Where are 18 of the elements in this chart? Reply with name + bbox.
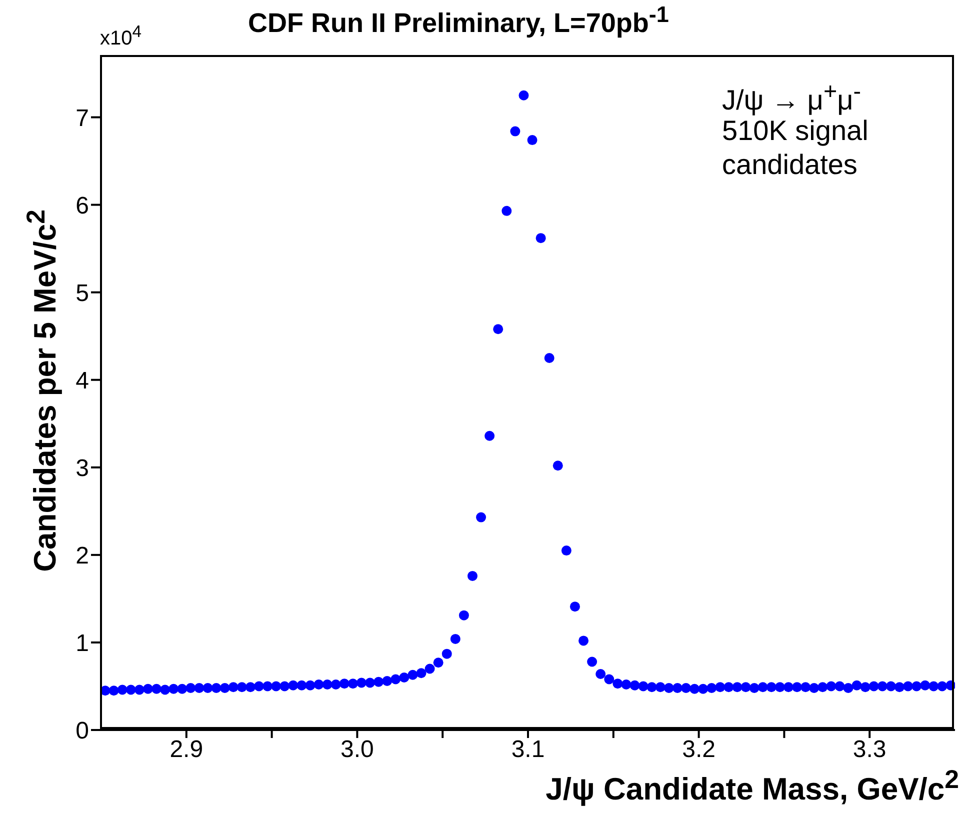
- y-tick-label: 6: [76, 192, 89, 220]
- x-tick-label: 3.0: [340, 736, 374, 764]
- y-tick-label: 7: [76, 104, 89, 132]
- y-tick-label: 2: [76, 542, 89, 570]
- annotation: 510K signal candidates: [722, 115, 870, 182]
- y-tick-label: 1: [76, 630, 89, 657]
- x-tick-label: 2.9: [170, 736, 204, 764]
- y-tick-label: 4: [76, 367, 89, 394]
- x-tick-label: 3.1: [511, 736, 545, 764]
- x-tick-label: 3.2: [682, 736, 716, 764]
- annotation: J/ψ → μ$^{+}$μ$^{-}$: [722, 78, 861, 116]
- x-axis-title: J/ψ Candidate Mass, GeV/c$^{2}$: [546, 766, 959, 808]
- y-tick-label: 5: [76, 280, 89, 307]
- x-tick-label: 3.3: [852, 736, 886, 764]
- y-tick-label: 3: [76, 454, 89, 482]
- chart-title: CDF Run II Preliminary, L=70pb$^{-1}$: [248, 2, 669, 39]
- text: x10$^{4}$: [100, 22, 142, 51]
- y-tick-label: 0: [76, 718, 89, 745]
